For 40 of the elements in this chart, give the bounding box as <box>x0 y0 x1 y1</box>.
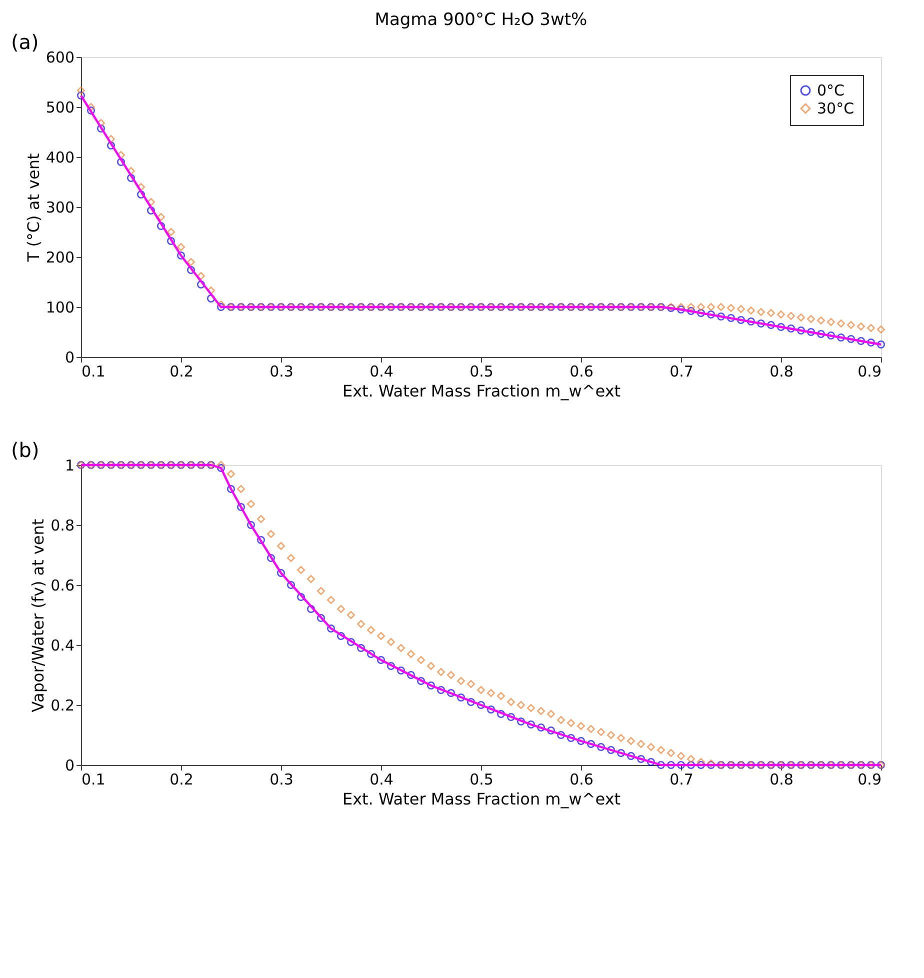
chart-title: Magma 900°C H₂O 3wt% <box>374 10 588 30</box>
x-tick-label: 0.2 <box>170 770 194 788</box>
x-tick-label: 0.6 <box>570 770 594 788</box>
x-axis-title: Ext. Water Mass Fraction m_w^ext <box>342 382 621 400</box>
x-tick-label: 0.3 <box>270 770 294 788</box>
y-tick-label: 0.8 <box>50 516 74 534</box>
x-tick-label: 0.9 <box>858 362 882 380</box>
text: (a) <box>11 30 39 54</box>
x-tick-label: 0.1 <box>82 362 106 380</box>
legend-label: 30°C <box>817 100 854 118</box>
x-tick-label: 0.1 <box>82 770 106 788</box>
x-tick-label: 0.2 <box>170 362 194 380</box>
x-tick-label: 0.9 <box>858 770 882 788</box>
x-tick-label: 0.6 <box>570 362 594 380</box>
y-tick-label: 400 <box>46 148 74 166</box>
y-tick-label: 600 <box>46 48 74 66</box>
y-tick-label: 200 <box>46 248 74 266</box>
y-tick-label: 100 <box>46 298 74 316</box>
y-tick-label: 0 <box>64 348 74 366</box>
y-tick-label: 500 <box>46 98 74 116</box>
y-axis-title: T (°C) at vent <box>24 153 43 263</box>
y-tick-label: 0 <box>64 756 74 774</box>
y-tick-label: 300 <box>46 198 74 216</box>
y-tick-label: 0.2 <box>50 696 74 714</box>
x-tick-label: 0.4 <box>370 362 394 380</box>
y-tick-label: 1 <box>64 456 74 474</box>
x-axis-title: Ext. Water Mass Fraction m_w^ext <box>342 790 621 808</box>
x-tick-label: 0.5 <box>470 362 494 380</box>
x-tick-label: 0.7 <box>670 362 694 380</box>
x-tick-label: 0.3 <box>270 362 294 380</box>
legend-label: 0°C <box>817 82 845 100</box>
x-tick-label: 0.8 <box>770 770 794 788</box>
x-tick-label: 0.7 <box>670 770 694 788</box>
x-tick-label: 0.5 <box>470 770 494 788</box>
x-tick-label: 0.4 <box>370 770 394 788</box>
y-axis-title: Vapor/Water (fv) at vent <box>28 518 48 712</box>
y-tick-label: 0.4 <box>50 636 74 654</box>
text: (b) <box>11 438 40 462</box>
y-tick-label: 0.6 <box>50 576 74 594</box>
x-tick-label: 0.8 <box>770 362 794 380</box>
